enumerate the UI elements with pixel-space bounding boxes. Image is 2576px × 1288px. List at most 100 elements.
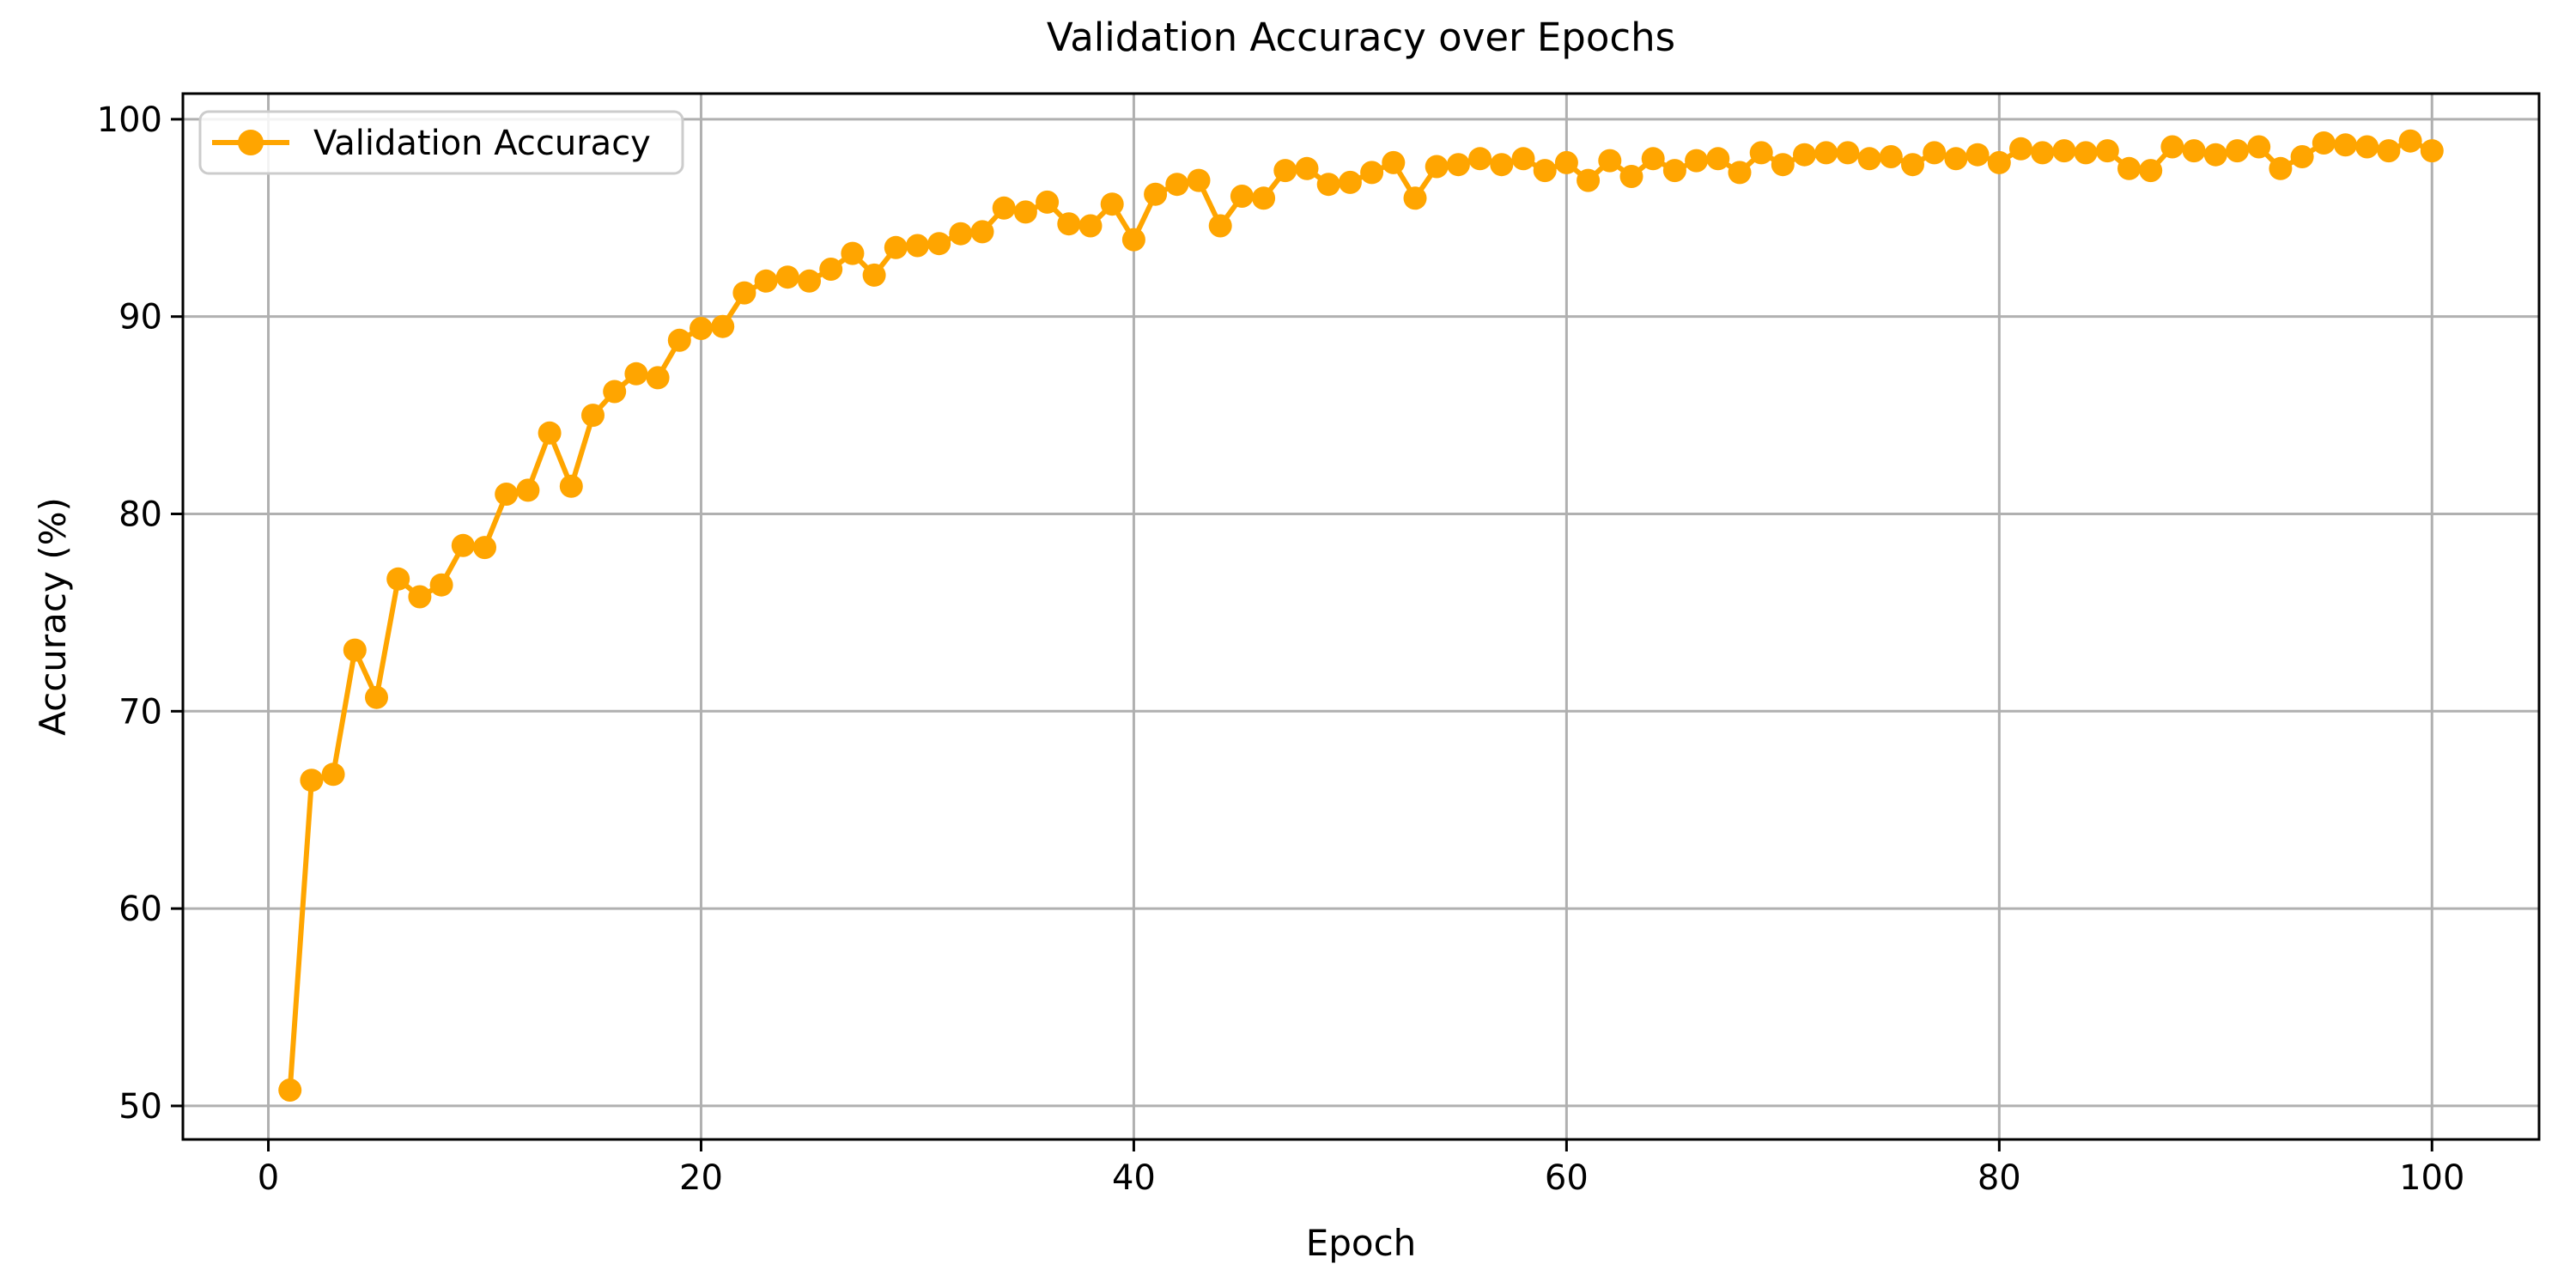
y-tick-label: 80 bbox=[118, 495, 162, 534]
data-point bbox=[495, 483, 519, 506]
data-point bbox=[2312, 131, 2336, 155]
data-point bbox=[300, 769, 324, 793]
data-point bbox=[1901, 153, 1924, 177]
data-point bbox=[2160, 135, 2184, 159]
data-point bbox=[2334, 133, 2357, 157]
data-point bbox=[2247, 135, 2271, 159]
data-point bbox=[1013, 200, 1037, 224]
data-point bbox=[1078, 214, 1103, 238]
data-point bbox=[1793, 143, 1816, 167]
data-point bbox=[775, 265, 799, 289]
tick-label-layer: 0 20 40 60 80 100 50 60 70 80 90 100 bbox=[97, 100, 2465, 1198]
data-point bbox=[1577, 168, 1601, 192]
data-point bbox=[581, 404, 605, 428]
data-point bbox=[667, 328, 691, 352]
data-point bbox=[1295, 156, 1319, 180]
data-point bbox=[1728, 161, 1752, 185]
data-point bbox=[1533, 159, 1557, 183]
y-tick-label: 70 bbox=[118, 692, 162, 732]
data-point bbox=[2226, 139, 2249, 163]
legend-marker-dot bbox=[238, 130, 264, 155]
data-point bbox=[1490, 153, 1514, 177]
data-point bbox=[1468, 147, 1492, 171]
y-tick-label: 100 bbox=[97, 100, 162, 140]
data-point bbox=[1446, 153, 1470, 177]
data-point bbox=[2031, 141, 2055, 165]
data-point bbox=[1987, 150, 2011, 174]
data-point bbox=[1382, 150, 1406, 174]
plot-border bbox=[181, 92, 2541, 1141]
data-point bbox=[365, 685, 388, 709]
data-point bbox=[2074, 141, 2098, 165]
data-point bbox=[1230, 185, 1254, 208]
y-axis-label: Accuracy (%) bbox=[32, 497, 74, 736]
data-point bbox=[711, 314, 735, 338]
data-point bbox=[646, 366, 670, 390]
data-point bbox=[732, 281, 756, 305]
data-point bbox=[949, 222, 973, 246]
data-point bbox=[2182, 139, 2206, 163]
x-tick-label: 40 bbox=[1112, 1158, 1156, 1198]
data-point bbox=[1100, 192, 1124, 216]
x-tick-label: 20 bbox=[679, 1158, 723, 1198]
data-point bbox=[798, 269, 821, 293]
data-point bbox=[1598, 149, 1622, 173]
data-point bbox=[1208, 214, 1232, 238]
data-point bbox=[1641, 147, 1665, 171]
data-point bbox=[1273, 159, 1297, 183]
data-point bbox=[1965, 143, 1990, 167]
y-tick-label: 60 bbox=[118, 890, 162, 929]
grid-layer bbox=[183, 94, 2539, 1139]
x-tick-label: 80 bbox=[1978, 1158, 2021, 1198]
data-point bbox=[603, 380, 627, 404]
y-tick-label: 50 bbox=[118, 1087, 162, 1127]
data-point bbox=[1252, 186, 1276, 210]
data-point bbox=[1771, 153, 1795, 177]
data-point bbox=[1857, 147, 1881, 171]
data-point bbox=[1749, 141, 1773, 165]
data-point bbox=[819, 258, 843, 281]
data-point bbox=[278, 1078, 302, 1102]
data-point bbox=[1554, 150, 1578, 174]
data-point bbox=[2355, 135, 2379, 159]
x-tick-label: 0 bbox=[258, 1158, 279, 1198]
data-point bbox=[1879, 145, 1903, 168]
data-point bbox=[992, 196, 1016, 220]
data-point bbox=[884, 235, 908, 259]
data-point bbox=[2009, 137, 2032, 161]
data-point bbox=[1360, 161, 1384, 185]
data-point bbox=[927, 232, 951, 256]
data-point bbox=[862, 263, 886, 287]
data-point bbox=[1425, 155, 1449, 179]
data-point bbox=[2398, 129, 2422, 153]
x-tick-label: 60 bbox=[1545, 1158, 1589, 1198]
y-tick-label: 90 bbox=[118, 298, 162, 337]
data-point bbox=[1814, 141, 1838, 165]
data-point bbox=[429, 573, 453, 597]
data-point bbox=[2290, 145, 2314, 168]
data-point bbox=[1944, 147, 1968, 171]
data-point bbox=[2420, 139, 2444, 163]
data-point bbox=[473, 536, 496, 560]
data-point bbox=[1036, 190, 1060, 214]
data-point bbox=[2269, 156, 2293, 180]
data-point bbox=[2377, 139, 2401, 163]
data-point bbox=[321, 762, 345, 787]
chart-title: Validation Accuracy over Epochs bbox=[1047, 15, 1675, 60]
data-point bbox=[1187, 168, 1211, 192]
data-point bbox=[841, 241, 865, 265]
data-point bbox=[451, 533, 475, 557]
data-point bbox=[1836, 141, 1860, 165]
data-point bbox=[1121, 228, 1145, 252]
data-point bbox=[906, 234, 929, 258]
data-point bbox=[386, 567, 410, 591]
legend-label: Validation Accuracy bbox=[313, 124, 651, 163]
data-point bbox=[2139, 159, 2163, 183]
data-point bbox=[1165, 173, 1189, 197]
data-point bbox=[559, 474, 583, 498]
axes-layer bbox=[171, 92, 2541, 1151]
series-layer bbox=[278, 129, 2444, 1102]
data-point bbox=[1511, 147, 1535, 171]
